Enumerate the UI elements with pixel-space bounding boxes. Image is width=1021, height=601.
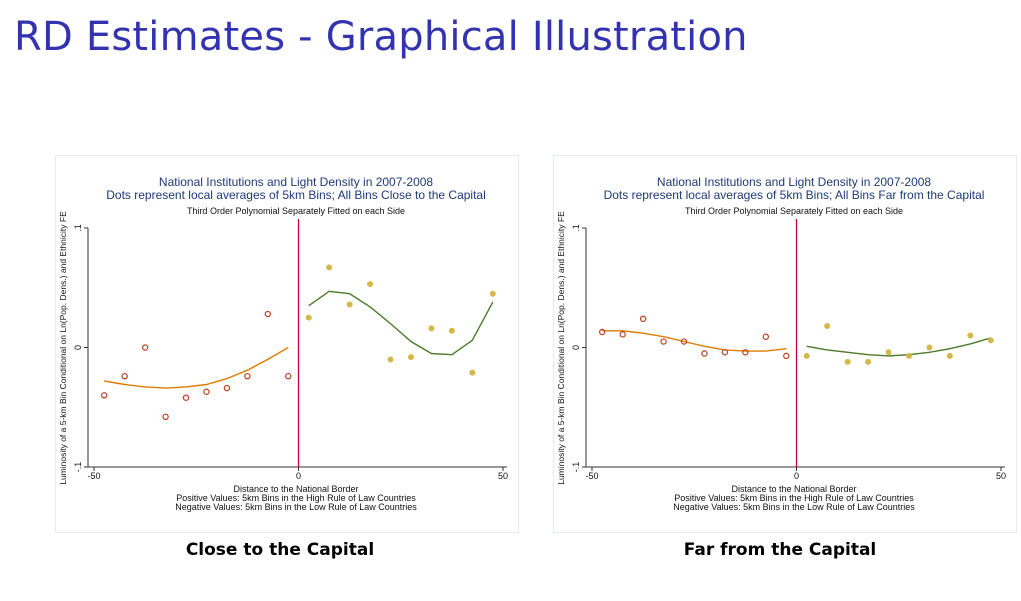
data-point-right <box>946 352 953 359</box>
caption-close: Close to the Capital <box>185 540 375 560</box>
y-tick-label: 0 <box>571 345 581 350</box>
chart-subtitle: Dots represent local averages of 5km Bin… <box>604 188 985 202</box>
x-axis-note: Positive Values: 5km Bins in the High Ru… <box>674 493 914 503</box>
data-point-left <box>742 349 749 356</box>
data-point-right <box>428 325 435 332</box>
data-point-left <box>101 392 108 399</box>
y-tick-label: .1 <box>73 224 83 232</box>
y-axis-label: Luminosity of a 5-km Bin Conditional on … <box>58 211 68 485</box>
data-point-right <box>305 314 312 321</box>
data-point-left <box>680 338 688 345</box>
x-axis-note: Negative Values: 5km Bins in the Low Rul… <box>175 502 417 512</box>
x-tick-label: 0 <box>296 471 301 481</box>
caption-far: Far from the Capital <box>683 540 877 560</box>
data-point-left <box>599 328 606 336</box>
chart-note: Third Order Polynomial Separately Fitted… <box>685 206 903 216</box>
data-point-right <box>824 322 831 329</box>
y-axis-label: Luminosity of a 5-km Bin Conditional on … <box>556 211 566 485</box>
data-point-left <box>619 331 626 338</box>
chart-note: Third Order Polynomial Separately Fitted… <box>187 206 405 216</box>
data-point-right <box>844 358 851 365</box>
data-point-left <box>639 315 647 323</box>
x-tick-label: -50 <box>87 471 100 481</box>
data-point-right <box>326 264 333 271</box>
x-tick-label: 50 <box>996 471 1006 481</box>
chart-title: National Institutions and Light Density … <box>159 175 434 189</box>
data-point-left <box>121 372 128 380</box>
chart-panel-close: National Institutions and Light Density … <box>55 155 519 533</box>
fit-line-right <box>308 290 494 356</box>
data-point-left <box>264 310 272 318</box>
x-axis-note: Negative Values: 5km Bins in the Low Rul… <box>673 502 915 512</box>
data-point-left <box>762 333 770 340</box>
x-tick-label: 50 <box>498 471 508 481</box>
y-tick-label: .1 <box>571 224 581 232</box>
data-point-right <box>885 349 892 356</box>
y-tick-label: -.1 <box>571 462 581 473</box>
chart-subtitle: Dots represent local averages of 5km Bin… <box>106 188 486 202</box>
data-point-left <box>141 344 149 351</box>
data-point-left <box>721 349 729 356</box>
data-point-left <box>162 413 169 421</box>
data-point-right <box>967 332 974 339</box>
fit-line-left <box>104 346 289 389</box>
data-point-right <box>489 290 496 297</box>
data-point-right <box>407 354 414 361</box>
chart-title: National Institutions and Light Density … <box>657 175 932 189</box>
fit-line-right <box>806 337 991 357</box>
chart-panel-far: National Institutions and Light Density … <box>553 155 1017 533</box>
data-point-right <box>987 337 994 344</box>
slide-title: RD Estimates - Graphical Illustration <box>14 14 748 60</box>
data-point-right <box>865 358 872 365</box>
data-point-right <box>926 344 933 351</box>
y-tick-label: 0 <box>73 345 83 350</box>
x-axis-label: Distance to the National Border <box>731 484 856 494</box>
data-point-left <box>701 350 708 357</box>
fit-line-left <box>602 330 787 352</box>
x-tick-label: 0 <box>794 471 799 481</box>
data-point-left <box>285 372 292 380</box>
data-point-left <box>660 338 667 345</box>
data-point-left <box>244 372 251 380</box>
data-point-left <box>182 394 190 401</box>
chart-close-to-capital: National Institutions and Light Density … <box>58 175 508 512</box>
x-axis-label: Distance to the National Border <box>233 484 358 494</box>
data-point-right <box>387 356 394 363</box>
x-tick-label: -50 <box>585 471 598 481</box>
y-tick-label: -.1 <box>73 462 83 473</box>
data-point-right <box>905 352 912 359</box>
data-point-right <box>448 327 455 334</box>
data-point-left <box>223 384 231 392</box>
data-point-right <box>469 369 476 376</box>
data-point-right <box>367 281 374 288</box>
chart-far-from-capital: National Institutions and Light Density … <box>556 175 1006 512</box>
data-point-right <box>346 301 353 308</box>
data-point-left <box>783 352 790 360</box>
data-point-right <box>803 352 810 359</box>
data-point-left <box>203 388 210 395</box>
x-axis-note: Positive Values: 5km Bins in the High Ru… <box>176 493 416 503</box>
